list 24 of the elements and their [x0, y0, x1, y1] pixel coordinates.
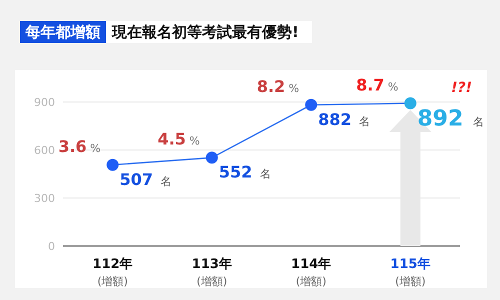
chart-title: 每年都增額 [24, 23, 100, 41]
data-label: 552 名 [218, 162, 271, 182]
annotation: 3.6 % [58, 136, 101, 156]
data-label: 507 名 [120, 170, 172, 189]
point [305, 98, 318, 111]
x-tick-label: 113年 (增額) [192, 257, 232, 288]
x-tick-label: 114年 (增額) [291, 257, 332, 288]
point [404, 97, 416, 110]
y-tick-label: 600 [34, 144, 55, 157]
data-label: 892 名 [417, 106, 484, 132]
annotation: 8.2 % [256, 76, 300, 96]
annotation: 4.5 % [158, 130, 200, 149]
y-tick-label: 300 [34, 192, 55, 205]
y-tick-label: 900 [34, 96, 55, 109]
title: 每年都增額 [20, 21, 106, 43]
point [106, 158, 119, 171]
x-tick-label: 112年 (增額) [92, 257, 133, 288]
data-label: 882 名 [318, 110, 370, 129]
point [206, 152, 218, 164]
chart-subtitle: 現在報名初等考試最有優勢! [111, 23, 299, 41]
text: !?! [451, 80, 472, 96]
x-tick-label: 115年 (增額) [390, 257, 430, 288]
y-tick-label: 0 [48, 240, 55, 253]
annotation: 8.7 % [356, 75, 398, 94]
